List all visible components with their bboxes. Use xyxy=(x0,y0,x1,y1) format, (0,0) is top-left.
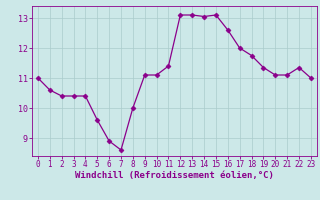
X-axis label: Windchill (Refroidissement éolien,°C): Windchill (Refroidissement éolien,°C) xyxy=(75,171,274,180)
